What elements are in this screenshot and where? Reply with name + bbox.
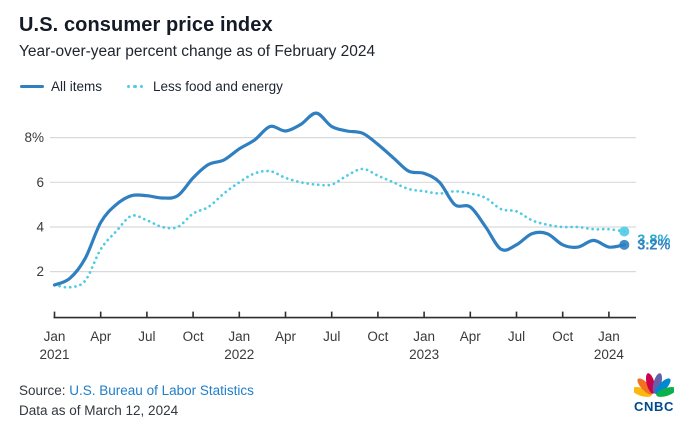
y-tick-label: 4: [36, 219, 44, 234]
end-value-label: 3.8%: [637, 232, 670, 248]
y-tick-label: 8%: [24, 130, 44, 145]
data-as-of: Data as of March 12, 2024: [19, 403, 179, 418]
x-tick-year: 2021: [39, 347, 69, 362]
cnbc-wordmark: CNBC: [634, 399, 674, 414]
series-line-all-items: [52, 111, 626, 287]
x-tick-label: Jan: [598, 329, 620, 344]
y-tick-label: 2: [36, 264, 44, 279]
x-tick-year: 2024: [594, 347, 625, 362]
x-tick-year: 2022: [224, 347, 254, 362]
legend-label-core: Less food and energy: [153, 79, 283, 94]
x-tick-label: Jul: [508, 329, 525, 344]
solid-line-swatch-icon: [20, 85, 44, 88]
cpi-chart: 8% 6 4 2 Jan 2021 Apr Jul Oct Jan 2022 Apr Jul Oct Jan…: [24, 111, 670, 362]
end-value-label: 3.2%: [637, 237, 670, 253]
source-prefix: Source:: [19, 383, 70, 398]
x-tick-label: Jul: [323, 329, 340, 344]
source-line: Source: U.S. Bureau of Labor Statistics: [19, 381, 254, 401]
peacock-feather: [634, 387, 652, 397]
legend-label-all-items: All items: [51, 79, 103, 94]
x-tick-label: Oct: [183, 329, 204, 344]
peacock-feather: [656, 387, 674, 397]
end-dot-core: [619, 226, 630, 237]
peacock-feather: [652, 373, 663, 394]
series-line-core: [53, 167, 626, 289]
legend-item-core[interactable]: Less food and energy: [124, 79, 283, 94]
peacock-feather: [637, 378, 653, 395]
x-tick-label: Apr: [460, 329, 482, 344]
x-tick-label: Oct: [552, 329, 573, 344]
x-tick-label: Jan: [413, 329, 435, 344]
chart-subtitle: Year-over-year percent change as of Febr…: [19, 43, 376, 60]
x-tick-label: Oct: [367, 329, 388, 344]
x-tick-label: Apr: [90, 329, 112, 344]
dotted-line-swatch-icon: [124, 84, 146, 89]
peacock-feather: [655, 378, 671, 395]
legend: All items Less food and energy: [20, 79, 283, 94]
x-tick-label: Apr: [275, 329, 297, 344]
chart-area: 8% 6 4 2 Jan 2021 Apr Jul Oct Jan 2022 Apr Jul Oct Jan…: [0, 99, 700, 371]
x-tick-label: Jan: [228, 329, 250, 344]
cnbc-peacock-icon: [634, 373, 674, 397]
x-tick-label: Jul: [138, 329, 155, 344]
footer: Source: U.S. Bureau of Labor Statistics …: [19, 381, 254, 421]
x-tick-year: 2023: [409, 347, 439, 362]
source-link[interactable]: U.S. Bureau of Labor Statistics: [69, 383, 254, 398]
y-tick-label: 6: [36, 175, 44, 190]
x-tick-label: Jan: [44, 329, 66, 344]
legend-item-all-items[interactable]: All items: [20, 79, 102, 94]
page-title: U.S. consumer price index: [19, 14, 273, 36]
end-dot-all-items: [619, 239, 630, 250]
cnbc-logo: CNBC: [624, 372, 684, 414]
